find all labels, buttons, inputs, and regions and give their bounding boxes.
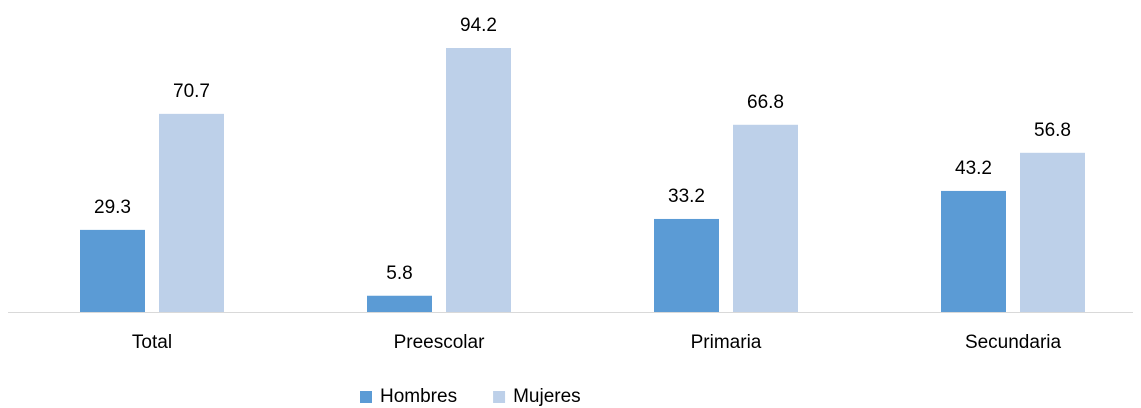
x-tick-label: Primaria	[691, 332, 762, 353]
bar	[654, 218, 719, 312]
bar	[733, 124, 798, 312]
legend-label: Hombres	[380, 386, 457, 407]
x-tick-label: Total	[132, 332, 172, 353]
bar	[159, 113, 224, 313]
legend-swatch	[360, 391, 372, 403]
bar	[446, 48, 511, 312]
data-label: 70.7	[173, 81, 210, 102]
data-label: 5.8	[386, 263, 412, 284]
bar	[1020, 152, 1085, 312]
data-label: 29.3	[94, 197, 131, 218]
data-label: 33.2	[668, 186, 705, 207]
x-tick-label: Secundaria	[965, 332, 1062, 353]
bar	[80, 229, 145, 312]
legend-swatch	[493, 391, 506, 403]
data-label: 94.2	[460, 15, 497, 36]
x-tick-label: Preescolar	[394, 332, 485, 353]
data-label: 56.8	[1034, 120, 1071, 141]
data-label: 43.2	[955, 158, 992, 179]
legend-label: Mujeres	[513, 386, 581, 407]
data-label: 66.8	[747, 92, 784, 113]
bar	[367, 295, 432, 312]
bar	[941, 190, 1006, 312]
